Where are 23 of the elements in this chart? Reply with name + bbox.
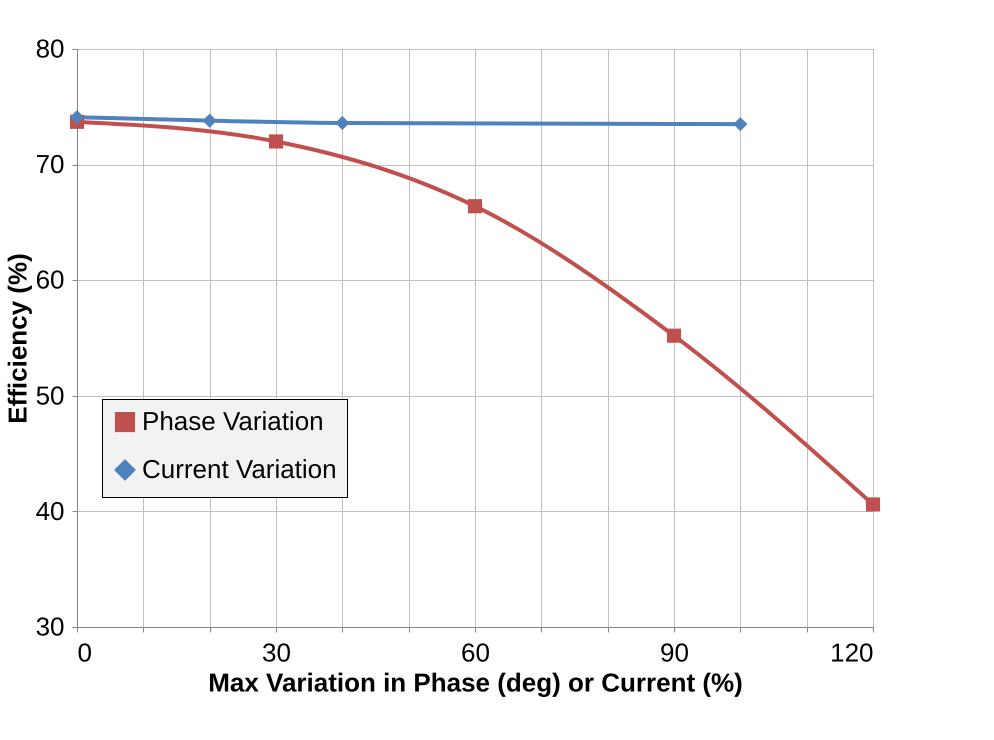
y-tick-label: 30	[36, 612, 64, 642]
x-tick-label: 30	[262, 638, 291, 668]
point	[468, 199, 482, 214]
point	[666, 328, 682, 343]
y-tick-label: 60	[36, 264, 64, 295]
x-tick-label: 60	[461, 638, 490, 668]
point	[733, 117, 748, 132]
point	[202, 114, 217, 128]
y-tick-label: 50	[36, 380, 64, 410]
legend-label: Phase Variation	[142, 406, 324, 436]
x-axis-title: Max Variation in Phase (deg) or Current (%)	[208, 668, 743, 698]
x-tick-label: 0	[78, 638, 92, 668]
x-tick-label: 120	[830, 638, 874, 668]
y-tick-label: 70	[36, 149, 64, 180]
point	[866, 497, 880, 512]
x-tick-label: 90	[660, 638, 689, 668]
point	[335, 116, 350, 130]
y-tick-label: 80	[36, 34, 64, 64]
legend-label: Current Variation	[142, 454, 337, 484]
y-axis-title: Efficiency (%)	[2, 253, 33, 424]
point	[268, 134, 284, 149]
point	[70, 110, 84, 124]
y-tick-label: 40	[36, 496, 64, 526]
